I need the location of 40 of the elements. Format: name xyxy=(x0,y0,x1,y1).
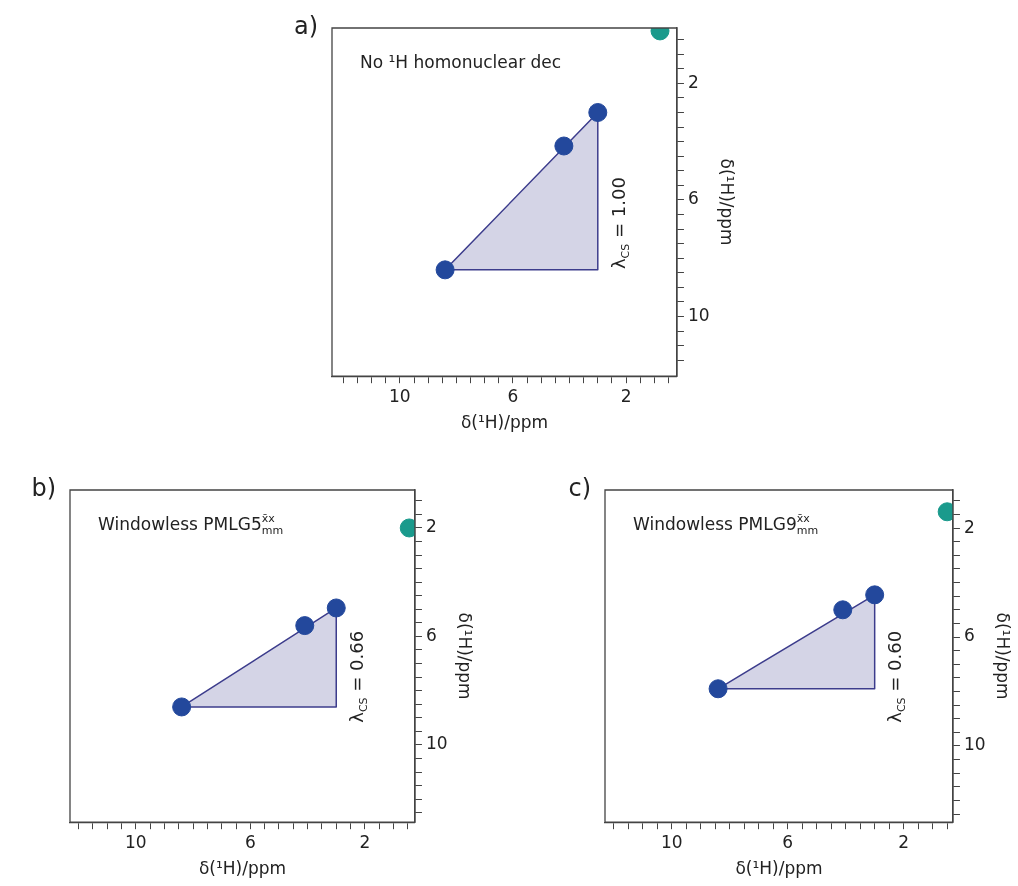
y-tick-label: 10 xyxy=(425,733,448,754)
y-tick-label: 10 xyxy=(963,734,986,755)
point xyxy=(833,600,853,620)
x-tick-label: 6 xyxy=(244,831,256,852)
y-tick-label: 10 xyxy=(687,304,710,325)
point xyxy=(865,585,885,605)
annotation: No ¹H homonuclear dec xyxy=(360,52,562,72)
x-tick-label: 10 xyxy=(389,385,411,406)
point xyxy=(172,697,192,717)
x-axis-title: δ(¹H)/ppm xyxy=(198,858,287,879)
point xyxy=(435,260,455,280)
point xyxy=(554,136,574,156)
y-tick-label: 2 xyxy=(425,516,437,537)
chart-title: a) xyxy=(293,12,318,40)
y-tick-label: 6 xyxy=(687,188,699,209)
point xyxy=(588,103,608,122)
y-tick-label: 2 xyxy=(687,71,699,92)
x-tick-label: 2 xyxy=(898,831,910,852)
point xyxy=(326,598,346,618)
y-axis-title: δ(¹H)/ppm xyxy=(717,158,738,246)
annotation: λCS = 1.00 xyxy=(607,177,632,270)
point xyxy=(295,616,315,636)
x-tick-label: 10 xyxy=(660,831,683,852)
x-tick-label: 6 xyxy=(782,831,794,852)
y-axis-title: δ(¹H)/ppm xyxy=(993,612,1014,700)
y-tick-label: 2 xyxy=(963,516,975,537)
y-axis-title: δ(¹H)/ppm xyxy=(455,612,476,700)
point xyxy=(708,679,728,699)
annotation: λCS = 0.66 xyxy=(345,630,370,723)
x-tick-label: 6 xyxy=(507,385,519,406)
chart-title: b) xyxy=(31,474,56,502)
chart-title: c) xyxy=(568,474,591,502)
x-tick-label: 2 xyxy=(359,831,371,852)
x-axis-title: δ(¹H)/ppm xyxy=(460,412,549,433)
x-tick-label: 2 xyxy=(620,385,632,406)
y-tick-label: 6 xyxy=(425,624,437,645)
y-tick-label: 6 xyxy=(963,625,975,646)
annotation: λCS = 0.60 xyxy=(883,630,908,723)
x-axis-title: δ(¹H)/ppm xyxy=(735,858,823,879)
x-tick-label: 10 xyxy=(125,831,147,852)
